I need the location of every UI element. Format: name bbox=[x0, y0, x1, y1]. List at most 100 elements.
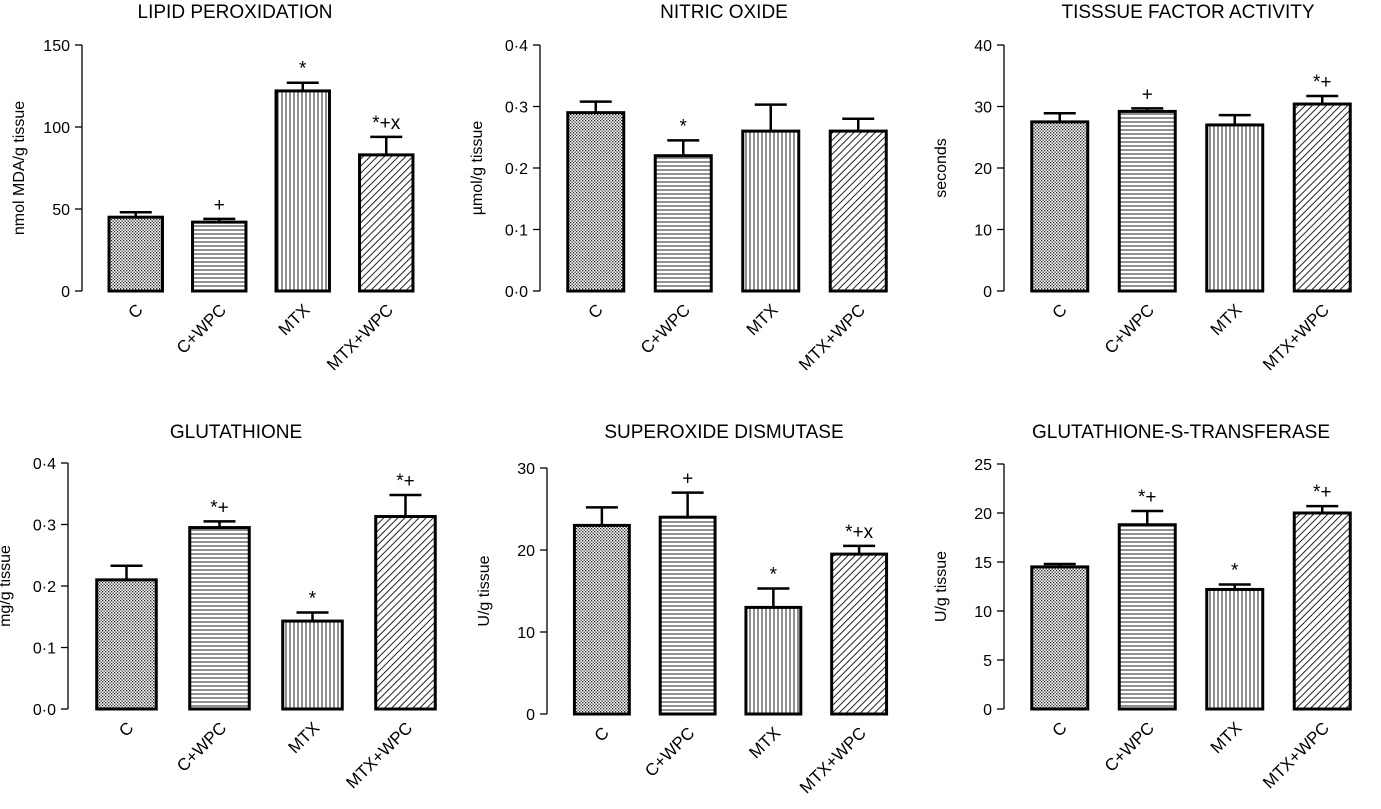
chart-panel-3: TISSSUE FACTOR ACTIVITY 0 10 20 30 40 seconds C… bbox=[933, 2, 1352, 374]
chart-panel-6: GLUTATHIONE-S-TRANSFERASE 0 5 10 15 20 25 U/g t… bbox=[933, 422, 1352, 792]
significance-marker: + bbox=[1142, 84, 1153, 105]
y-tick-label: 0·1 bbox=[33, 641, 56, 658]
bar-c-plus-wpc bbox=[1117, 523, 1177, 711]
x-tick-label: MTX+WPC bbox=[1259, 718, 1333, 792]
significance-marker: * bbox=[1231, 561, 1239, 582]
x-tick-label: MTX+WPC bbox=[342, 718, 416, 792]
bar-c bbox=[95, 578, 158, 711]
bar-mtx-plus-wpc bbox=[374, 515, 437, 711]
bar-mtx-plus-wpc bbox=[828, 129, 888, 293]
significance-marker: *+ bbox=[210, 497, 229, 518]
significance-marker: *+ bbox=[396, 471, 415, 492]
significance-marker: * bbox=[770, 565, 778, 586]
y-tick-label: 25 bbox=[974, 457, 992, 474]
y-tick-label: 150 bbox=[43, 38, 70, 55]
bar-mtx bbox=[741, 129, 801, 293]
bar-c-plus-wpc bbox=[1117, 109, 1177, 293]
x-tick-label: MTX bbox=[743, 300, 782, 339]
y-tick-label: 30 bbox=[974, 100, 992, 117]
bar-mtx-plus-wpc bbox=[830, 552, 889, 716]
y-tick-label: 0·2 bbox=[505, 161, 528, 178]
y-axis-label: seconds bbox=[933, 138, 950, 198]
x-tick-label: MTX bbox=[1207, 300, 1246, 339]
y-tick-label: 0·4 bbox=[33, 456, 56, 473]
significance-marker: * bbox=[680, 116, 688, 137]
bar-c-plus-wpc bbox=[191, 220, 248, 293]
bar-mtx bbox=[281, 619, 344, 711]
x-tick-label: MTX bbox=[275, 300, 314, 339]
significance-marker: *+ bbox=[1138, 487, 1157, 508]
chart-title: LIPID PEROXIDATION bbox=[138, 2, 333, 23]
y-tick-label: 0·4 bbox=[505, 38, 528, 55]
x-tick-label: C bbox=[584, 300, 606, 322]
x-tick-label: C+WPC bbox=[173, 718, 230, 775]
y-tick-label: 15 bbox=[974, 555, 992, 572]
chart-title: TISSSUE FACTOR ACTIVITY bbox=[1061, 2, 1314, 23]
significance-marker: *+x bbox=[372, 113, 400, 134]
x-tick-label: C bbox=[1048, 300, 1070, 322]
chart-panel-2: NITRIC OXIDE 0·0 0·1 0·2 0·3 0·4 µmol/g tissue… bbox=[469, 2, 888, 374]
x-tick-label: C bbox=[591, 723, 613, 745]
chart-title: GLUTATHIONE bbox=[170, 422, 302, 443]
y-tick-label: 0 bbox=[526, 707, 535, 724]
bar-c bbox=[572, 523, 631, 716]
chart-title: SUPEROXIDE DISMUTASE bbox=[604, 422, 843, 443]
y-tick-label: 20 bbox=[974, 506, 992, 523]
x-tick-label: C bbox=[115, 718, 137, 740]
significance-marker: * bbox=[299, 59, 307, 80]
y-axis-label: nmol MDA/g tissue bbox=[11, 101, 28, 235]
chart-panel-5: SUPEROXIDE DISMUTASE 0 10 20 30 U/g tissue C + C… bbox=[476, 422, 889, 797]
bar-c bbox=[1030, 565, 1090, 711]
bar-mtx bbox=[274, 89, 331, 293]
x-tick-label: C bbox=[1048, 718, 1070, 740]
x-tick-label: C+WPC bbox=[641, 723, 698, 780]
chart-panel-4: GLUTATHIONE 0·0 0·1 0·2 0·3 0·4 mg/g tissue C *+… bbox=[0, 422, 437, 792]
bar-mtx-plus-wpc bbox=[1292, 102, 1352, 293]
chart-title: NITRIC OXIDE bbox=[660, 2, 788, 23]
y-tick-label: 0·3 bbox=[33, 518, 56, 535]
y-tick-label: 100 bbox=[43, 120, 70, 137]
y-axis-label: U/g tissue bbox=[933, 551, 950, 622]
y-tick-label: 0 bbox=[61, 284, 70, 301]
y-tick-label: 0 bbox=[983, 284, 992, 301]
y-tick-label: 40 bbox=[974, 38, 992, 55]
y-tick-label: 0·0 bbox=[505, 284, 528, 301]
bar-mtx-plus-wpc bbox=[358, 153, 415, 293]
bar-c-plus-wpc bbox=[653, 154, 713, 293]
bar-mtx-plus-wpc bbox=[1292, 511, 1352, 711]
x-tick-label: C+WPC bbox=[1101, 300, 1158, 357]
y-tick-label: 30 bbox=[517, 461, 535, 478]
bar-c-plus-wpc bbox=[188, 526, 251, 711]
y-tick-label: 10 bbox=[517, 625, 535, 642]
significance-marker: + bbox=[682, 469, 693, 490]
chart-panel-1: LIPID PEROXIDATION 0 50 100 150 nmol MDA/g ti… bbox=[11, 2, 415, 374]
x-tick-label: C+WPC bbox=[1101, 718, 1158, 775]
y-tick-label: 10 bbox=[974, 604, 992, 621]
y-axis-label: U/g tissue bbox=[476, 555, 493, 626]
y-tick-label: 0·0 bbox=[33, 702, 56, 719]
x-tick-label: MTX+WPC bbox=[1259, 300, 1333, 374]
x-tick-label: MTX+WPC bbox=[323, 300, 397, 374]
x-tick-label: MTX bbox=[745, 723, 784, 762]
y-tick-label: 20 bbox=[517, 543, 535, 560]
y-tick-label: 10 bbox=[974, 223, 992, 240]
y-axis-label: µmol/g tissue bbox=[469, 121, 486, 216]
bar-c bbox=[566, 111, 626, 293]
y-tick-label: 20 bbox=[974, 161, 992, 178]
bar-mtx bbox=[1205, 587, 1265, 711]
y-tick-label: 0 bbox=[983, 702, 992, 719]
chart-title: GLUTATHIONE-S-TRANSFERASE bbox=[1032, 422, 1330, 443]
bar-c bbox=[1030, 120, 1090, 293]
x-tick-label: MTX bbox=[1207, 718, 1246, 757]
x-tick-label: C+WPC bbox=[637, 300, 694, 357]
y-tick-label: 5 bbox=[983, 653, 992, 670]
y-tick-label: 50 bbox=[52, 202, 70, 219]
significance-marker: * bbox=[309, 588, 317, 609]
x-tick-label: C+WPC bbox=[173, 300, 230, 357]
bar-mtx bbox=[744, 605, 803, 716]
bar-c bbox=[107, 215, 164, 293]
significance-marker: *+x bbox=[845, 522, 873, 543]
y-tick-label: 0·3 bbox=[505, 100, 528, 117]
y-tick-label: 0·2 bbox=[33, 579, 56, 596]
